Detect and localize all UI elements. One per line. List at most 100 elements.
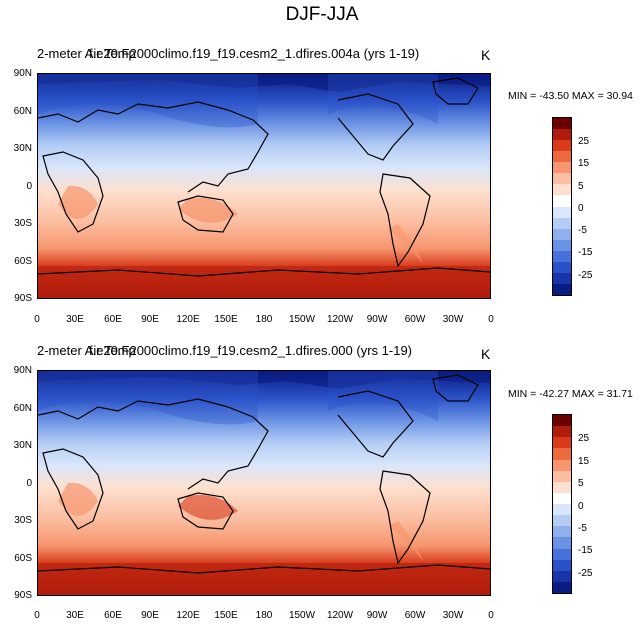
panel-2-lon-label: 90E	[141, 610, 159, 621]
colorbar-segment	[553, 217, 571, 229]
colorbar-segment	[553, 162, 571, 174]
panel-2-colorbar-label: 5	[578, 478, 584, 489]
panel-2-lat-label: 30S	[14, 515, 32, 526]
panel-2-colorbar	[552, 414, 572, 594]
colorbar-segment	[553, 261, 571, 273]
colorbar-segment	[553, 283, 571, 295]
panel-2-variable-title: 2-meter Air Temp	[37, 343, 136, 358]
colorbar-segment	[553, 570, 571, 582]
panel-1-colorbar-label: 0	[578, 203, 584, 214]
panel-1-lon-label: 30E	[66, 314, 84, 325]
panel-1-min-max: MIN = -43.50 MAX = 30.94	[508, 90, 633, 102]
colorbar-segment	[553, 515, 571, 527]
panel-2-lon-label: 60E	[104, 610, 122, 621]
panel-1-lon-label: 30W	[442, 314, 464, 325]
colorbar-segment	[553, 437, 571, 449]
panel-2-colorbar-label: 25	[578, 433, 590, 444]
colorbar-segment	[553, 206, 571, 218]
panel-1-lon-label: 150E	[214, 314, 238, 325]
panel-2-lon-label: 180	[255, 610, 273, 621]
panel-2-colorbar-label: -5	[578, 523, 587, 534]
panel-1-colorbar-label: 15	[578, 158, 590, 169]
panel-1-lon-label: 120E	[176, 314, 200, 325]
colorbar-segment	[553, 448, 571, 460]
colorbar-segment	[553, 548, 571, 560]
panel-1-lon-label: 60W	[404, 314, 426, 325]
panel-2-lat-label: 60N	[13, 403, 32, 414]
panel-1-colorbar-label: 25	[578, 136, 590, 147]
colorbar-segment	[553, 250, 571, 262]
panel-1-lat-label: 60N	[13, 106, 32, 117]
panel-1-lat-label: 60S	[14, 256, 32, 267]
colorbar-segment	[553, 492, 571, 504]
panel-2-lon-label: 30E	[66, 610, 84, 621]
panel-1-lon-label: 150W	[288, 314, 316, 325]
panel-2-map	[37, 370, 491, 596]
colorbar-segment	[553, 459, 571, 471]
panel-1-lat-label: 0	[26, 181, 32, 192]
panel-2-colorbar-label: -25	[578, 568, 593, 579]
panel-2-lat-label: 90S	[14, 590, 32, 601]
colorbar-segment	[553, 426, 571, 438]
colorbar-segment	[553, 140, 571, 152]
panel-2-units: K	[481, 346, 491, 362]
figure-title: DJF-JJA	[285, 4, 359, 25]
colorbar-segment	[553, 537, 571, 549]
panel-2-lat-label: 0	[26, 478, 32, 489]
panel-2-lon-label: 30W	[442, 610, 464, 621]
panel-2-lat-label: 90N	[13, 365, 32, 376]
colorbar-segment	[553, 559, 571, 571]
panel-1-lat-label: 30N	[13, 143, 32, 154]
colorbar-segment	[553, 415, 571, 427]
panel-1-colorbar-label: -25	[578, 270, 593, 281]
panel-1-lon-label: 90W	[366, 314, 388, 325]
map-panel-2: 2-meter Air Temp f.e20.F2000climo.f19_f1…	[0, 297, 644, 621]
colorbar-segment	[553, 173, 571, 185]
panel-1-variable-title: 2-meter Air Temp	[37, 46, 136, 61]
colorbar-segment	[553, 581, 571, 593]
panel-1-lon-label: 60E	[104, 314, 122, 325]
panel-2-lon-label: 60W	[404, 610, 426, 621]
panel-1-lon-label: 120W	[326, 314, 354, 325]
panel-1-map	[37, 73, 491, 299]
colorbar-segment	[553, 239, 571, 251]
panel-2-lon-label: 90W	[366, 610, 388, 621]
panel-1-field-svg	[37, 74, 491, 298]
panel-2-lat-label: 60S	[14, 553, 32, 564]
panel-2-lon-label: 0	[34, 610, 40, 621]
panel-2-min-max: MIN = -42.27 MAX = 31.71	[508, 388, 633, 400]
colorbar-segment	[553, 470, 571, 482]
panel-1-units: K	[481, 47, 491, 63]
panel-2-lat-label: 30N	[13, 440, 32, 451]
panel-1-colorbar-label: -15	[578, 247, 593, 258]
panel-1-lat-label: 90S	[14, 293, 32, 304]
panel-1-lat-label: 90N	[13, 68, 32, 79]
panel-2-colorbar-label: 15	[578, 456, 590, 467]
panel-1-lon-label: 0	[488, 314, 494, 325]
panel-2-lon-label: 0	[488, 610, 494, 621]
panel-2-lon-label: 120W	[326, 610, 354, 621]
colorbar-segment	[553, 504, 571, 516]
map-panel-1: 2-meter Air Temp f.e20.F2000climo.f19_f1…	[0, 0, 644, 325]
panel-1-lat-label: 30S	[14, 218, 32, 229]
colorbar-segment	[553, 151, 571, 163]
colorbar-segment	[553, 481, 571, 493]
colorbar-segment	[553, 118, 571, 130]
panel-2-lon-label: 150E	[214, 610, 238, 621]
panel-2-case-title: f.e20.F2000climo.f19_f19.cesm2_1.dfires.…	[89, 343, 413, 358]
colorbar-segment	[553, 129, 571, 141]
panel-2-colorbar-label: 0	[578, 501, 584, 512]
panel-2-field-svg	[37, 371, 491, 595]
panel-1-colorbar	[552, 117, 572, 296]
panel-1-colorbar-label: 5	[578, 181, 584, 192]
panel-1-lon-label: 0	[34, 314, 40, 325]
colorbar-segment	[553, 272, 571, 284]
panel-1-colorbar-label: -5	[578, 225, 587, 236]
colorbar-segment	[553, 195, 571, 207]
panel-1-lon-label: 90E	[141, 314, 159, 325]
colorbar-segment	[553, 184, 571, 196]
panel-1-lon-label: 180	[255, 314, 273, 325]
panel-2-colorbar-label: -15	[578, 545, 593, 556]
colorbar-segment	[553, 526, 571, 538]
panel-2-lon-label: 120E	[176, 610, 200, 621]
